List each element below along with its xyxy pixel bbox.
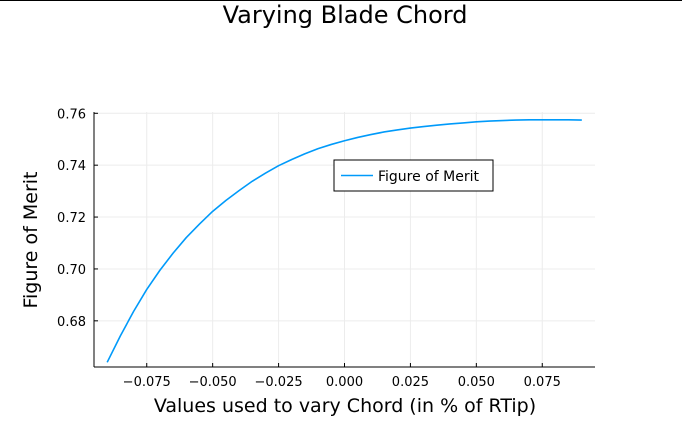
y-tick-label: 0.76: [57, 107, 86, 122]
legend-box: [333, 159, 494, 192]
y-tick-label: 0.74: [57, 159, 86, 174]
x-tick-label: 0.025: [392, 375, 429, 390]
x-tick-label: −0.025: [255, 375, 303, 390]
y-tick-label: 0.72: [57, 211, 86, 226]
x-tick-label: −0.050: [189, 375, 237, 390]
y-tick-label: 0.68: [57, 315, 86, 330]
series-line-figure-of-merit: [106, 118, 582, 363]
x-tick-label: −0.075: [123, 375, 171, 390]
axis-ticks: −0.075 −0.050 −0.025 0.000 0.025 0.050 0.075 0.…: [57, 107, 561, 390]
x-axis-label: Values used to vary Chord (in % of RTip): [154, 395, 536, 417]
x-tick-label: 0.075: [524, 375, 561, 390]
grid-lines: [94, 112, 595, 367]
x-tick-label: 0.050: [458, 375, 495, 390]
x-tick-label: 0.000: [326, 375, 363, 390]
legend-label: Figure of Merit: [378, 169, 479, 185]
chart-title: Varying Blade Chord: [223, 1, 468, 29]
legend: Figure of Merit: [333, 159, 494, 192]
y-axis-label: Figure of Merit: [20, 171, 42, 308]
top-border-line: [0, 0, 682, 1]
series-layer: [106, 118, 582, 363]
y-tick-label: 0.70: [57, 263, 86, 278]
